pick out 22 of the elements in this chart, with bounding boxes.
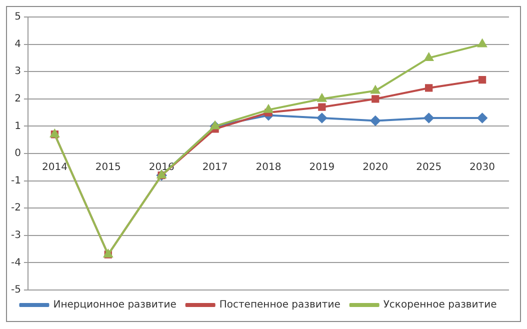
x-tick-label: 2017 <box>202 162 228 174</box>
x-tick-label: 2030 <box>470 162 496 174</box>
y-tick-label: 1 <box>14 120 21 132</box>
legend-label: Ускоренное развитие <box>383 300 497 311</box>
y-tick-label: -2 <box>10 202 21 214</box>
y-tick-label: 0 <box>14 148 21 160</box>
x-tick-label: 2020 <box>362 162 388 174</box>
y-tick-label: -5 <box>10 284 21 296</box>
x-tick-label: 2019 <box>309 162 335 174</box>
x-tick-label: 2025 <box>416 162 442 174</box>
legend-label: Инерционное развитие <box>53 300 176 311</box>
y-tick-label: 4 <box>14 38 21 50</box>
x-tick-label: 2014 <box>42 162 68 174</box>
y-tick-label: 3 <box>14 66 21 78</box>
legend-label: Постепенное развитие <box>219 300 340 311</box>
y-tick-label: 5 <box>14 12 21 23</box>
y-tick-label: -1 <box>10 175 21 186</box>
x-tick-label: 2018 <box>256 162 282 174</box>
y-tick-label: -4 <box>10 257 21 268</box>
y-tick-label: -3 <box>10 230 21 241</box>
x-tick-label: 2015 <box>95 162 121 174</box>
y-tick-label: 2 <box>14 93 21 104</box>
